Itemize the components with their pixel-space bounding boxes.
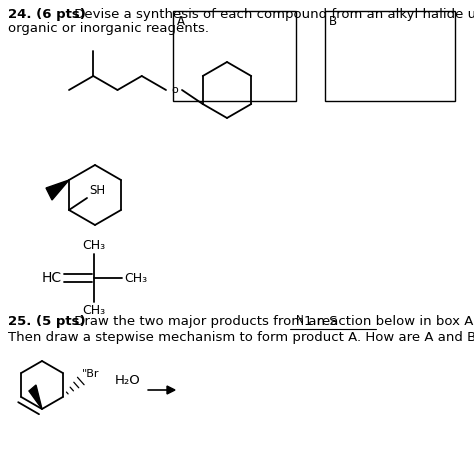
Text: 25. (5 pts): 25. (5 pts): [8, 315, 86, 328]
Bar: [173, 11, 296, 101]
Polygon shape: [29, 385, 42, 409]
Text: B: B: [328, 15, 337, 28]
Text: A: A: [177, 15, 185, 28]
Text: H₂O: H₂O: [115, 374, 141, 387]
Text: CH₃: CH₃: [124, 271, 147, 284]
Text: organic or inorganic reagents.: organic or inorganic reagents.: [8, 22, 209, 35]
Text: Then draw a stepwise mechanism to form product A. How are A and B related?: Then draw a stepwise mechanism to form p…: [8, 331, 474, 344]
Text: CH₃: CH₃: [82, 304, 106, 317]
Text: o: o: [172, 85, 178, 95]
Bar: [325, 11, 455, 101]
Polygon shape: [167, 386, 175, 394]
Text: "Br: "Br: [82, 369, 99, 379]
Text: SH: SH: [89, 184, 105, 197]
Text: 24. (6 pts): 24. (6 pts): [8, 8, 86, 21]
Polygon shape: [46, 180, 69, 200]
Text: 1 reaction below in box A and B.: 1 reaction below in box A and B.: [304, 315, 474, 328]
Text: CH₃: CH₃: [82, 239, 106, 252]
Text: Draw the two major products from an S: Draw the two major products from an S: [70, 315, 337, 328]
Text: HC: HC: [42, 271, 62, 285]
Text: N: N: [296, 315, 304, 325]
Text: Devise a synthesis of each compound from an alkyl halide using any other: Devise a synthesis of each compound from…: [70, 8, 474, 21]
